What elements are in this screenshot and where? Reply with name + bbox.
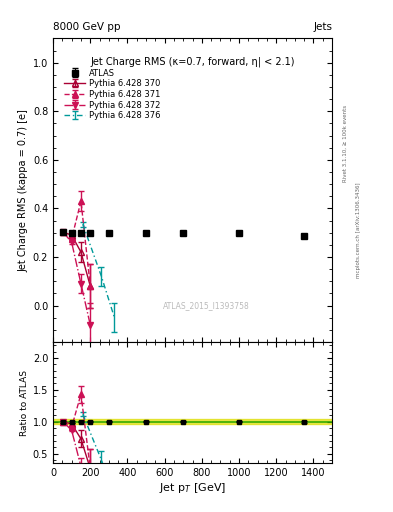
Text: Jets: Jets <box>313 22 332 32</box>
Y-axis label: Ratio to ATLAS: Ratio to ATLAS <box>20 370 29 436</box>
Text: 8000 GeV pp: 8000 GeV pp <box>53 22 121 32</box>
Bar <box>53 419 332 424</box>
Text: mcplots.cern.ch [arXiv:1306.3436]: mcplots.cern.ch [arXiv:1306.3436] <box>356 183 361 278</box>
Y-axis label: Jet Charge RMS (kappa = 0.7) [e]: Jet Charge RMS (kappa = 0.7) [e] <box>18 109 29 271</box>
Legend: ATLAS, Pythia 6.428 370, Pythia 6.428 371, Pythia 6.428 372, Pythia 6.428 376: ATLAS, Pythia 6.428 370, Pythia 6.428 37… <box>63 67 162 122</box>
X-axis label: Jet p$_T$ [GeV]: Jet p$_T$ [GeV] <box>159 481 226 495</box>
Text: Rivet 3.1.10, ≥ 100k events: Rivet 3.1.10, ≥ 100k events <box>343 105 348 182</box>
Text: Jet Charge RMS (κ=0.7, forward, η| < 2.1): Jet Charge RMS (κ=0.7, forward, η| < 2.1… <box>90 57 295 67</box>
Text: ATLAS_2015_I1393758: ATLAS_2015_I1393758 <box>163 301 250 310</box>
